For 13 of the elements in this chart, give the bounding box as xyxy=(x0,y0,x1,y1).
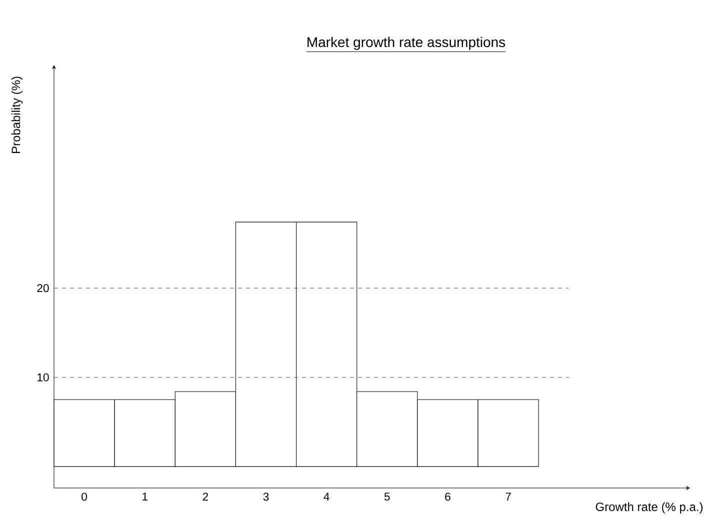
x-tick-label: 0 xyxy=(82,492,87,501)
x-tick-label: 2 xyxy=(202,492,208,501)
chart-title: Market growth rate assumptions xyxy=(308,36,506,50)
x-tick-label: 3 xyxy=(263,492,269,501)
y-tick-label: 20 xyxy=(37,284,49,292)
y-tick-label: 10 xyxy=(38,373,49,382)
x-tick-label: 4 xyxy=(324,492,330,501)
x-tick-label: 6 xyxy=(445,492,450,501)
x-axis-title: Growth rate (% p.a.) xyxy=(596,502,703,514)
x-tick-label: 1 xyxy=(142,492,148,501)
y-axis-title: Probability (%) xyxy=(11,76,23,154)
x-tick-label: 7 xyxy=(506,492,511,501)
x-tick-label: 5 xyxy=(384,492,390,501)
